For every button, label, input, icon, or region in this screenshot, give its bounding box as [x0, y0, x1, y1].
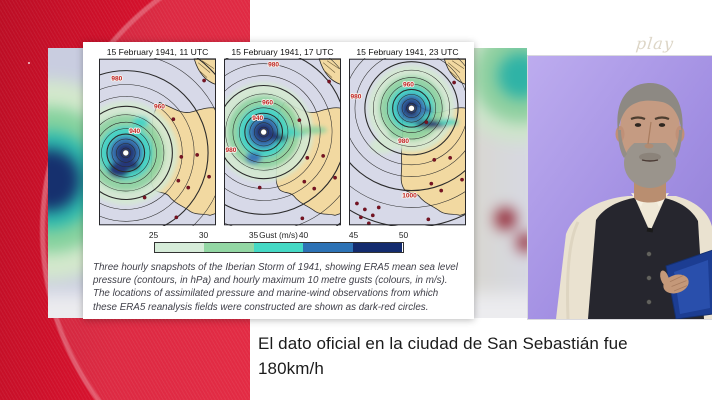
presenter-photo: [527, 55, 712, 320]
observation-dot: [142, 195, 147, 200]
colorbar-segment: [253, 243, 304, 252]
storm-eye: [407, 104, 415, 112]
observation-dot: [207, 174, 211, 179]
map-panel-2: 15 February 1941, 17 UTC 980 960 940 980: [224, 46, 341, 226]
observation-dot: [202, 78, 206, 83]
isobars: [99, 58, 216, 226]
colorbar-tick: 30: [198, 230, 209, 240]
mustache: [639, 152, 661, 162]
observation-dot: [300, 216, 305, 221]
storm-eye: [122, 149, 130, 157]
observation-dot: [176, 178, 181, 183]
weather-map-svg: 960 980 1000 980: [349, 58, 466, 226]
pressure-label: 980: [398, 138, 409, 145]
colorbar-tick: 50: [398, 230, 409, 240]
pressure-label: 980: [268, 62, 279, 69]
colorbar-segment: [204, 243, 254, 252]
weather-map-svg: 960 940 980: [99, 58, 216, 226]
observation-dot: [186, 185, 191, 190]
map-panels-row: 15 February 1941, 11 UTC 960 940 980 15 Fe…: [83, 42, 474, 226]
pressure-label: 1000: [402, 193, 417, 200]
observation-dot: [355, 201, 359, 206]
pressure-label: 940: [129, 128, 140, 135]
panel-title: 15 February 1941, 23 UTC: [356, 47, 459, 57]
colorbar-segment: [352, 243, 403, 252]
blue-folder: [665, 249, 712, 319]
observation-dot: [174, 215, 179, 220]
pressure-label: 960: [154, 103, 165, 110]
observation-dot: [429, 181, 434, 186]
pressure-label: 960: [403, 81, 414, 88]
observation-dot: [424, 120, 429, 125]
hair: [617, 83, 683, 134]
observation-dot: [333, 175, 337, 180]
observation-dot: [426, 217, 431, 222]
presenter-figure: [556, 83, 712, 319]
caption-line1: El dato oficial en la ciudad de San Seba…: [258, 334, 628, 353]
colorbar-ticks: 25 30 35 40 45 50: [149, 230, 408, 241]
lapel-mic: [646, 227, 654, 233]
figure-caption: Three hourly snapshots of the Iberian St…: [93, 262, 458, 313]
caption-line2: 180km/h: [258, 359, 324, 378]
pressure-label: 980: [350, 93, 361, 100]
colorbar-segment: [303, 243, 353, 252]
observation-dot: [362, 207, 367, 212]
colorbar-bar: [153, 242, 404, 253]
colorbar-tick: 40: [298, 230, 309, 240]
observation-dot: [439, 188, 444, 193]
observation-dot: [257, 185, 262, 190]
map-panel-1: 15 February 1941, 11 UTC 960 940 980: [99, 46, 216, 226]
storm-eye: [260, 128, 268, 136]
observation-dot: [297, 118, 302, 123]
observation-dot: [179, 154, 184, 159]
observation-dot: [195, 153, 200, 157]
pressure-label: 960: [262, 99, 273, 106]
beard: [624, 138, 676, 188]
map-panel-3: 15 February 1941, 23 UTC 960 980 1000 980: [349, 46, 466, 226]
weather-map-23utc: 960 980 1000 980: [349, 58, 466, 226]
observation-dot: [452, 80, 456, 85]
pressure-label: 940: [252, 115, 263, 122]
observation-dot: [321, 153, 326, 158]
pressure-label: 980: [111, 76, 122, 83]
observation-dot: [460, 177, 464, 182]
colorbar-tick: 35: [248, 230, 259, 240]
isobars: [224, 58, 341, 226]
figure-card: 15 February 1941, 11 UTC 960 940 980 15 Fe…: [83, 42, 474, 319]
colorbar-segment: [154, 243, 205, 252]
observation-dot: [302, 179, 307, 184]
observation-dot: [312, 186, 317, 191]
colorbar-title: Gust (m/s): [259, 230, 298, 240]
observation-dot: [305, 155, 310, 160]
channel-watermark: play: [635, 34, 675, 53]
colorbar-tick: 45: [348, 230, 359, 240]
pressure-label: 980: [225, 147, 236, 154]
isobars: [349, 58, 466, 226]
weather-map-svg: 980 960 940 980: [224, 58, 341, 226]
observation-dot: [376, 205, 381, 210]
presenter-hand: [660, 270, 689, 294]
observation-dot: [327, 79, 331, 84]
colorbar: Gust (m/s) 25 30 35 40 45 50: [149, 230, 408, 256]
colorbar-tick: 25: [148, 230, 159, 240]
observation-dot: [370, 213, 375, 218]
presenter-illustration: [528, 56, 712, 319]
observation-dot: [171, 117, 176, 122]
panel-title: 15 February 1941, 17 UTC: [231, 47, 334, 57]
caption-text: El dato oficial en la ciudad de San Seba…: [258, 331, 698, 381]
weather-map-11utc: 960 940 980: [99, 58, 216, 226]
observation-dot: [432, 157, 437, 162]
weather-map-17utc: 980 960 940 980: [224, 58, 341, 226]
observation-dot: [359, 215, 363, 220]
observation-dot: [448, 155, 453, 160]
panel-title: 15 February 1941, 11 UTC: [106, 47, 209, 57]
